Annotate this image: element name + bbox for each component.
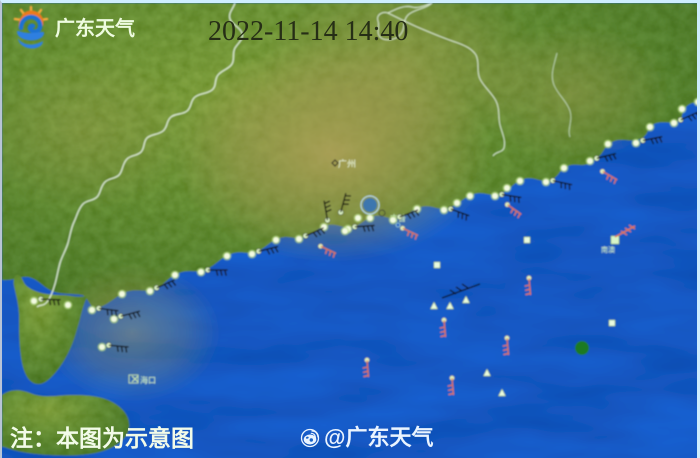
svg-text:注：本图为示意图: 注：本图为示意图 <box>10 425 194 451</box>
svg-text:广州: 广州 <box>338 158 356 169</box>
svg-text:海口: 海口 <box>140 375 156 385</box>
svg-text:南澳: 南澳 <box>601 245 615 254</box>
svg-text:广东天气: 广东天气 <box>55 16 135 40</box>
svg-text:2022-11-14 14:40: 2022-11-14 14:40 <box>208 16 408 47</box>
svg-text:@广东天气: @广东天气 <box>324 425 433 450</box>
